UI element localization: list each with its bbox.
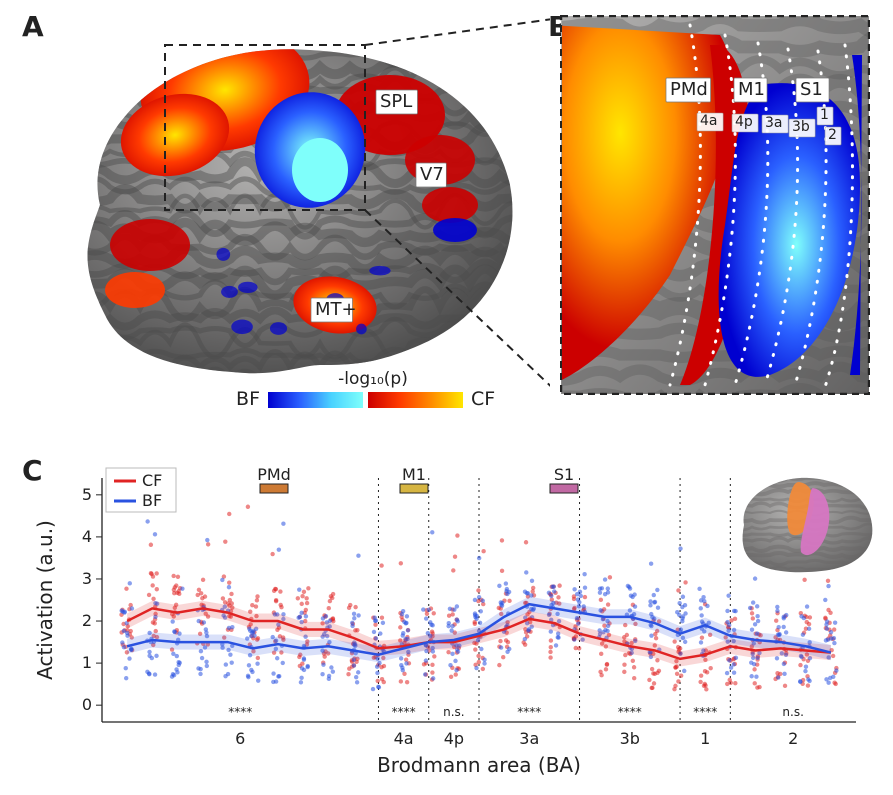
svg-text:2: 2 [82,611,92,630]
svg-text:4a: 4a [394,729,414,748]
svg-text:3a: 3a [765,115,783,131]
panel-b-svg: PMd M1 S1 4a 4p 3a 3b 1 2 [560,15,870,395]
svg-text:CF: CF [142,471,162,490]
svg-text:CF: CF [471,388,495,410]
svg-text:S1: S1 [800,79,823,100]
svg-text:BF: BF [142,491,162,510]
svg-text:-log₁₀(p): -log₁₀(p) [338,370,408,389]
svg-text:5: 5 [82,485,92,504]
svg-text:S1: S1 [554,465,574,484]
svg-text:2: 2 [828,127,837,143]
svg-text:PMd: PMd [257,465,291,484]
svg-text:n.s.: n.s. [443,705,465,719]
svg-text:1: 1 [82,653,92,672]
svg-text:3a: 3a [519,729,539,748]
svg-text:2: 2 [788,729,798,748]
svg-text:****: **** [228,705,252,719]
svg-text:0: 0 [82,695,92,714]
svg-text:4p: 4p [735,114,753,130]
svg-text:Activation (a.u.): Activation (a.u.) [33,520,57,680]
svg-text:PMd: PMd [670,79,708,100]
panel-a: SPL V7 MT+ [20,15,550,395]
colorbar: -log₁₀(p) BF CF [228,370,518,416]
svg-text:n.s.: n.s. [782,705,804,719]
svg-text:MT+: MT+ [315,299,357,320]
panel-c-inset-svg [729,470,879,575]
svg-text:3b: 3b [620,729,640,748]
panel-b: PMd M1 S1 4a 4p 3a 3b 1 2 [560,15,870,395]
svg-text:3: 3 [82,569,92,588]
svg-text:M1: M1 [402,465,426,484]
svg-text:****: **** [693,705,717,719]
svg-text:****: **** [618,705,642,719]
svg-text:****: **** [517,705,541,719]
svg-text:SPL: SPL [380,91,412,112]
svg-text:V7: V7 [420,164,444,185]
figure-root: A B C SPLV7MT+ -log₁₀(p)BFCF PMdM1S14a4p… [0,0,893,795]
svg-text:4a: 4a [700,113,718,129]
svg-text:M1: M1 [738,79,765,100]
svg-text:4: 4 [82,527,92,546]
svg-text:****: **** [392,705,416,719]
panel-c-inset-brain [729,470,879,575]
svg-text:BF: BF [236,388,260,410]
svg-text:Brodmann area (BA): Brodmann area (BA) [377,753,581,777]
svg-text:1: 1 [700,729,710,748]
panel-a-svg: SPL V7 MT+ [20,15,550,395]
svg-text:6: 6 [235,729,245,748]
svg-text:3b: 3b [792,119,810,135]
svg-text:1: 1 [820,107,829,123]
svg-text:4p: 4p [444,729,464,748]
colorbar-svg: -log₁₀(p) BF CF [228,370,518,416]
